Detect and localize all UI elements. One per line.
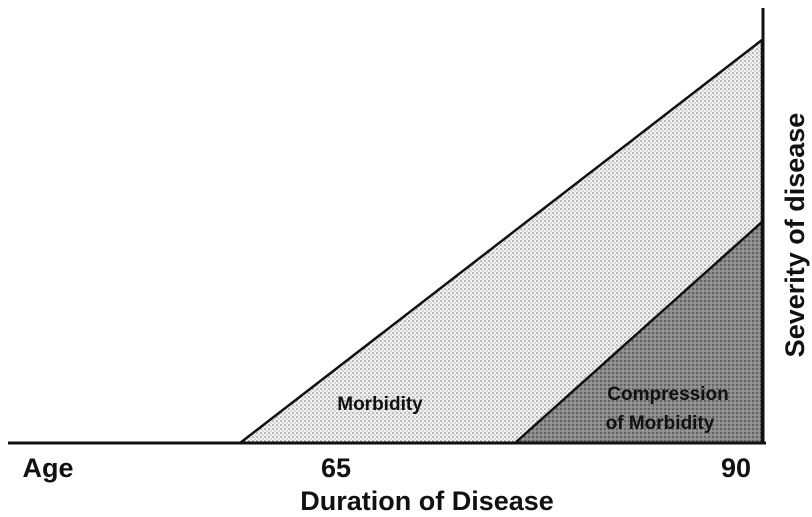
region-label: of Morbidity <box>606 413 715 434</box>
x-label: 90 <box>721 453 751 483</box>
region-label: Morbidity <box>337 394 423 415</box>
x-axis-title: Duration of Disease <box>300 486 554 516</box>
x-label: Age <box>22 453 73 483</box>
region-label: Compression <box>607 384 728 405</box>
x-label: 65 <box>321 453 351 483</box>
y-axis-title: Severity of disease <box>780 113 810 358</box>
